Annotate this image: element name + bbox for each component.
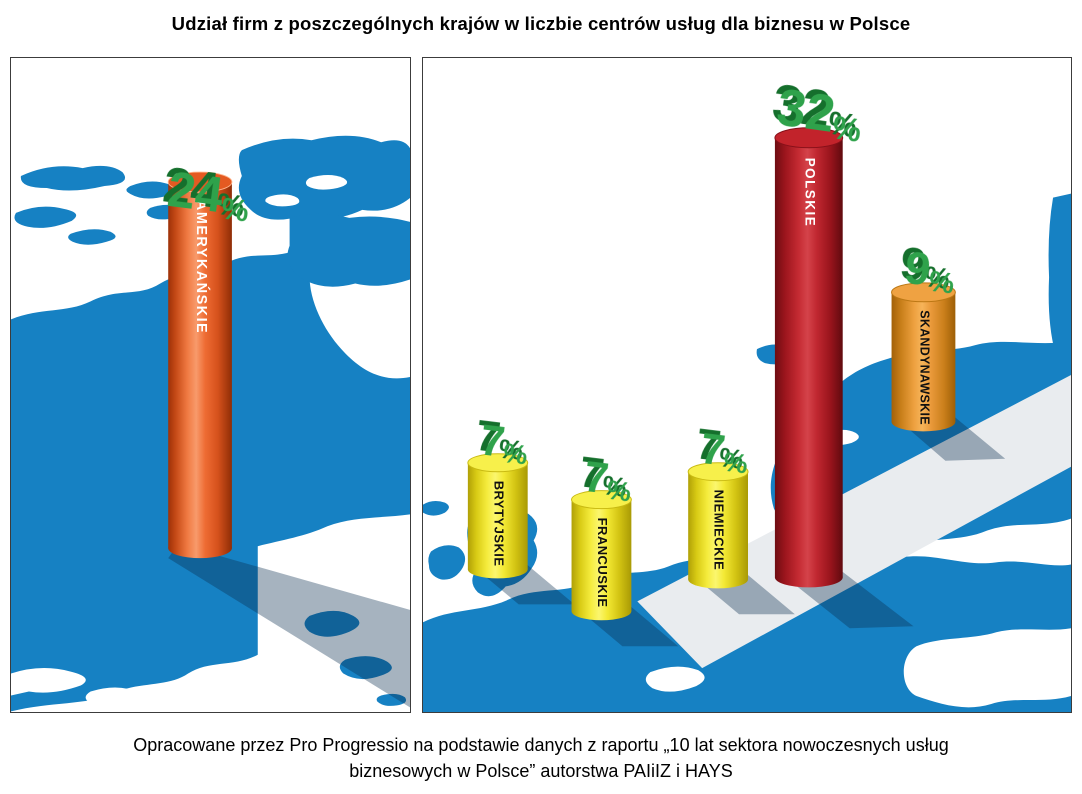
value-number: 7 <box>477 415 507 467</box>
north-america-map: AMERYKAŃSKIE 24% <box>11 58 410 712</box>
island <box>20 165 126 191</box>
island <box>126 181 175 199</box>
bar-value-amerykanskie: 24% <box>164 161 253 229</box>
bar-label-skandynawskie: SKANDYNAWSKIE <box>917 310 931 425</box>
bar-body <box>168 182 232 549</box>
value-number: 7 <box>698 424 728 476</box>
value-number: 32 <box>774 77 839 142</box>
source-caption-line2: biznesowych w Polsce” autorstwa PAIiIZ i… <box>349 760 733 781</box>
value-percent-sign: % <box>502 437 530 471</box>
panel-north-america: AMERYKAŃSKIE 24% <box>10 57 411 713</box>
page-title: Udział firm z poszczególnych krajów w li… <box>171 13 911 34</box>
bar-body <box>467 462 528 570</box>
europe-map: BRYTYJSKIE 7% FRANCUSKIE 7% NIEMIECKIE 7… <box>423 58 1071 712</box>
island <box>304 610 360 637</box>
value-number: 9 <box>902 241 934 296</box>
bar-top-cap <box>687 462 749 482</box>
island <box>376 693 407 706</box>
island <box>339 656 392 680</box>
value-percent-sign: % <box>722 446 750 480</box>
sea-patch <box>645 666 705 692</box>
bar-brytyjskie: BRYTYJSKIE 7% <box>467 415 575 605</box>
source-caption: Opracowane przez Pro Progressio na podst… <box>0 733 1082 784</box>
bar-cast-shadow <box>168 544 410 708</box>
bar-francuskie: FRANCUSKIE 7% <box>571 452 679 647</box>
light-shadow-band <box>637 375 1071 669</box>
value-percent-sign: % <box>927 265 956 300</box>
value-percent-sign: % <box>219 191 250 229</box>
value-percent-sign: % <box>830 109 863 149</box>
bar-value-niemieckie: 7% <box>698 424 752 480</box>
source-caption-line1: Opracowane przez Pro Progressio na podst… <box>133 735 949 755</box>
island <box>14 206 77 228</box>
value-percent-sign: % <box>605 474 633 508</box>
bar-skandynawskie: SKANDYNAWSKIE 9% <box>891 241 1006 461</box>
bar-top-cap <box>891 282 956 303</box>
bar-body <box>688 471 748 580</box>
bar-value-francuskie: 7% <box>581 452 635 508</box>
bar-top-cap <box>571 490 632 510</box>
value-number: 24 <box>165 161 227 223</box>
bar-value-skandynawskie: 9% <box>902 241 959 301</box>
lake <box>265 194 300 207</box>
bar-body <box>774 137 843 578</box>
island-ireland <box>428 545 466 580</box>
landmass-east <box>287 213 410 287</box>
landmass-northeast-edge <box>1048 193 1071 363</box>
bar-label-francuskie: FRANCUSKIE <box>595 518 610 608</box>
bar-label-polskie: POLSKIE <box>802 158 817 227</box>
bar-value-polskie: 32% <box>773 77 867 148</box>
lake <box>305 175 348 190</box>
bar-body <box>891 292 956 422</box>
bar-polskie: POLSKIE 32% <box>773 77 914 629</box>
bar-niemieckie: NIEMIECKIE 7% <box>687 424 795 615</box>
bar-body <box>571 499 632 612</box>
bar-amerykanskie: AMERYKAŃSKIE 24% <box>164 161 410 708</box>
value-number: 7 <box>581 452 611 504</box>
bar-top-cap <box>467 453 529 473</box>
islet-west <box>423 501 449 516</box>
panel-europe: BRYTYJSKIE 7% FRANCUSKIE 7% NIEMIECKIE 7… <box>422 57 1072 713</box>
bar-top-cap <box>774 127 844 149</box>
sea-patch <box>85 687 142 708</box>
sea-mediterranean <box>903 628 1071 708</box>
bar-label-amerykanskie: AMERYKAŃSKIE <box>193 200 210 334</box>
bar-label-brytyjskie: BRYTYJSKIE <box>491 481 506 567</box>
bar-label-niemieckie: NIEMIECKIE <box>712 490 727 571</box>
bar-value-brytyjskie: 7% <box>477 415 531 471</box>
sea-patch <box>11 668 86 696</box>
bar-top-cap <box>167 171 233 193</box>
island <box>68 229 116 245</box>
